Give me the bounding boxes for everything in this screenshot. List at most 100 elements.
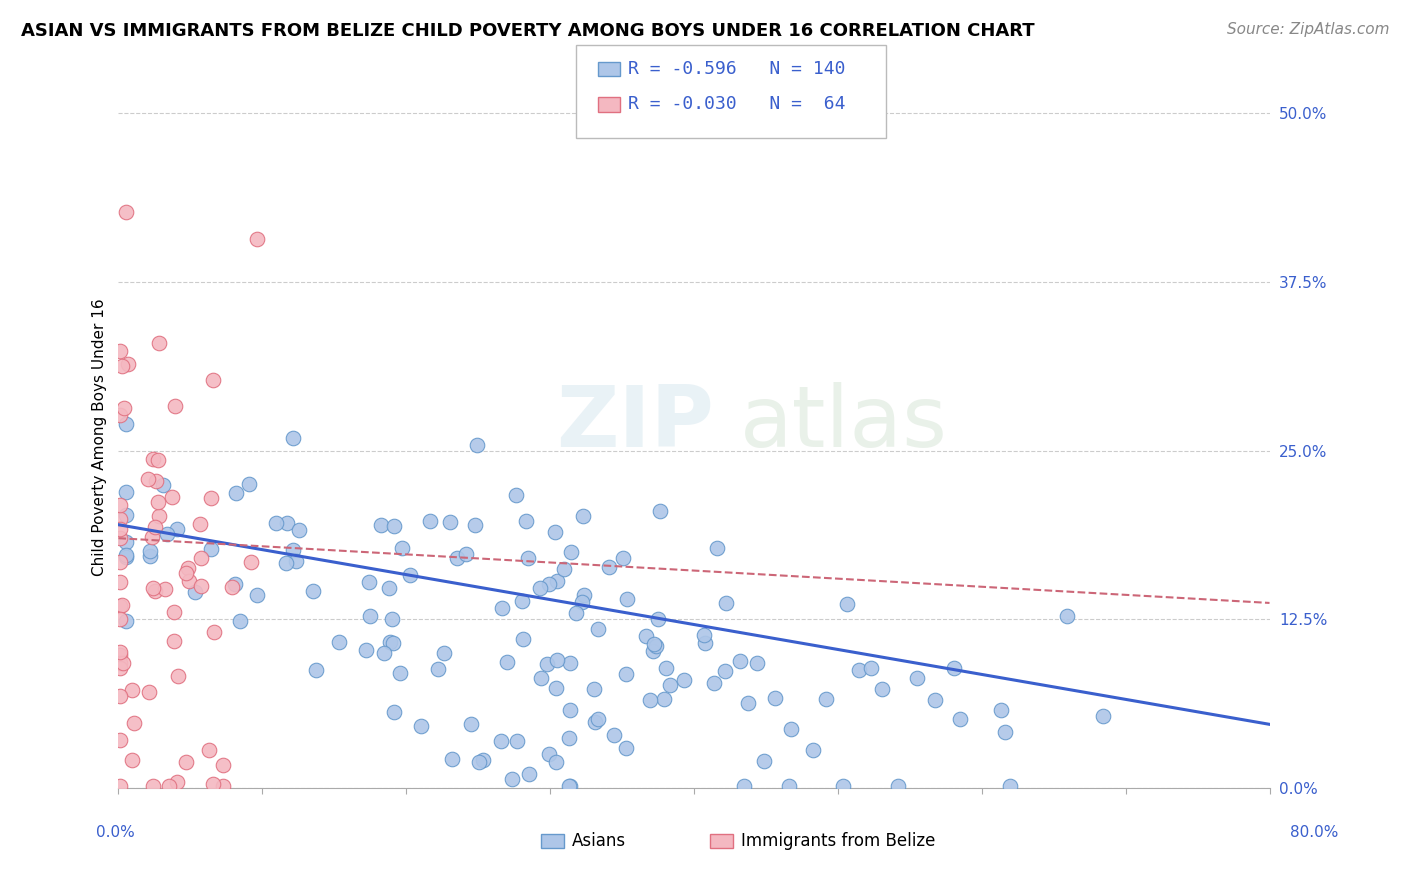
Point [860, 661, 883, 675]
Point [754, 754, 776, 768]
Point [537, 747, 560, 761]
Point [145, 475, 167, 489]
Point [586, 623, 609, 637]
Point [801, 743, 824, 757]
Point [636, 629, 658, 643]
Point [572, 588, 595, 602]
Text: Asians: Asians [572, 832, 626, 850]
Point [616, 591, 638, 606]
Point [200, 491, 222, 505]
Point [512, 632, 534, 646]
Point [994, 724, 1017, 739]
Point [433, 646, 456, 660]
Point [108, 689, 131, 703]
Point [166, 522, 188, 536]
Point [108, 512, 131, 526]
Point [384, 518, 406, 533]
Point [239, 555, 262, 569]
Point [558, 780, 581, 794]
Point [489, 733, 512, 747]
Point [640, 693, 662, 707]
Point [190, 550, 212, 565]
Point [370, 518, 392, 533]
Point [108, 498, 131, 512]
Point [142, 581, 165, 595]
Point [780, 722, 803, 736]
Point [108, 574, 131, 589]
Point [117, 357, 139, 371]
Point [108, 648, 131, 663]
Point [441, 752, 464, 766]
Point [586, 712, 609, 726]
Point [221, 580, 243, 594]
Point [583, 714, 606, 729]
Point [745, 656, 768, 670]
Point [246, 232, 269, 246]
Point [378, 581, 401, 595]
Point [281, 542, 304, 557]
Point [301, 584, 323, 599]
Point [558, 657, 581, 671]
Point [163, 399, 186, 413]
Point [558, 780, 581, 794]
Point [558, 703, 581, 717]
Point [848, 663, 870, 677]
Point [583, 681, 606, 696]
Point [356, 643, 378, 657]
Text: 80.0%: 80.0% [1291, 825, 1339, 840]
Point [501, 772, 523, 786]
Point [141, 529, 163, 543]
Point [146, 453, 169, 467]
Point [160, 490, 183, 504]
Point [1056, 608, 1078, 623]
Y-axis label: Child Poverty Among Boys Under 16: Child Poverty Among Boys Under 16 [93, 298, 107, 576]
Point [190, 579, 212, 593]
Point [990, 703, 1012, 717]
Point [733, 780, 755, 794]
Point [703, 676, 725, 690]
Point [305, 663, 328, 677]
Point [602, 728, 624, 742]
Point [114, 508, 136, 522]
Point [108, 555, 131, 569]
Point [536, 657, 558, 671]
Text: R = -0.030   N =  64: R = -0.030 N = 64 [628, 95, 846, 113]
Point [460, 716, 482, 731]
Point [202, 777, 225, 791]
Point [714, 596, 737, 610]
Point [427, 662, 450, 676]
Point [156, 526, 179, 541]
Point [108, 531, 131, 545]
Point [998, 780, 1021, 794]
Point [737, 696, 759, 710]
Point [121, 753, 143, 767]
Point [114, 417, 136, 431]
Point [652, 691, 675, 706]
Point [114, 550, 136, 565]
Point [905, 671, 928, 685]
Point [832, 780, 855, 794]
Point [155, 582, 177, 597]
Point [544, 525, 567, 540]
Point [114, 614, 136, 628]
Point [495, 655, 517, 669]
Point [1091, 709, 1114, 723]
Text: Immigrants from Belize: Immigrants from Belize [741, 832, 935, 850]
Point [713, 665, 735, 679]
Point [108, 780, 131, 794]
Point [148, 508, 170, 523]
Point [142, 780, 165, 794]
Point [538, 576, 561, 591]
Point [546, 755, 568, 769]
Point [530, 672, 553, 686]
Point [121, 682, 143, 697]
Point [505, 488, 527, 502]
Point [924, 693, 946, 707]
Point [381, 636, 404, 650]
Point [122, 716, 145, 731]
Point [163, 633, 186, 648]
Point [141, 452, 163, 467]
Point [373, 646, 395, 660]
Point [174, 755, 197, 769]
Point [114, 484, 136, 499]
